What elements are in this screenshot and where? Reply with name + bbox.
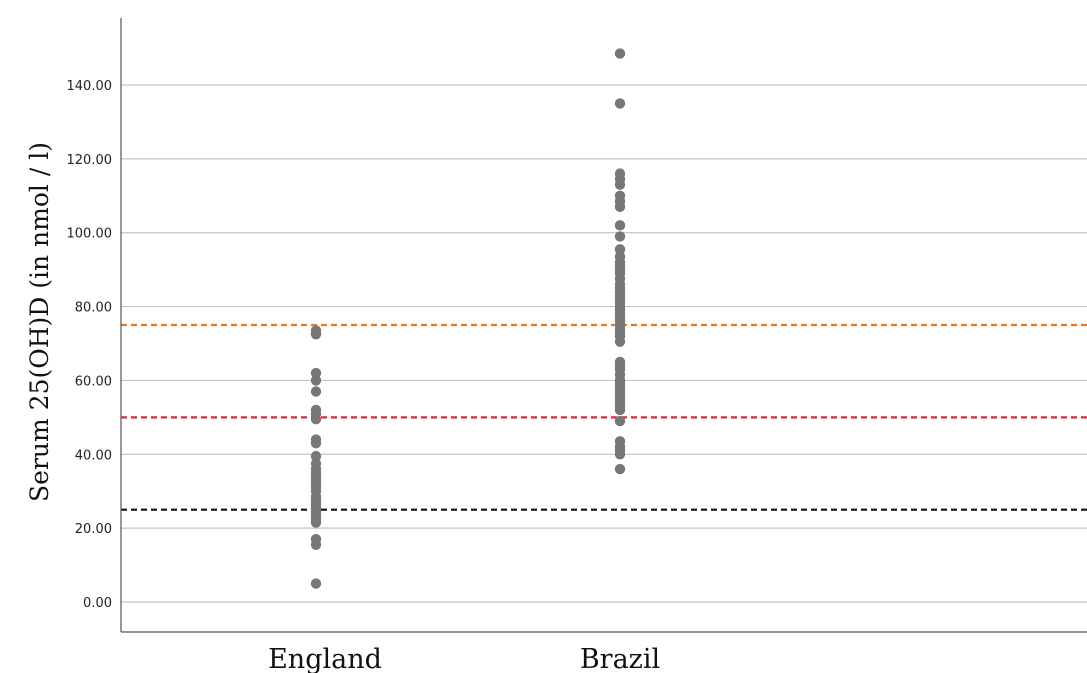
x-category-label: England: [268, 644, 382, 673]
data-point: [614, 436, 626, 447]
data-point: [310, 375, 322, 386]
data-point: [310, 450, 322, 462]
data-point: [614, 251, 626, 262]
data-point: [614, 356, 626, 368]
data-points: [310, 48, 626, 589]
x-category-label: Brazil: [580, 644, 660, 673]
data-point: [310, 534, 322, 545]
data-point: [310, 434, 322, 445]
y-tick-label: 40.00: [75, 448, 112, 463]
y-tick-label: 100.00: [67, 227, 113, 242]
data-point: [310, 325, 322, 336]
y-tick-label: 0.00: [83, 596, 112, 611]
data-point: [614, 98, 626, 109]
y-tick-label: 140.00: [67, 79, 113, 94]
y-tick-label: 20.00: [75, 522, 112, 537]
data-point: [614, 220, 626, 231]
data-point: [614, 168, 626, 179]
data-point: [310, 578, 322, 589]
data-point: [614, 48, 626, 59]
y-tick-label: 120.00: [67, 153, 113, 168]
data-point: [614, 244, 626, 255]
axes: [120, 18, 1087, 633]
data-point: [614, 190, 626, 201]
y-tick-label: 80.00: [75, 301, 112, 316]
data-point: [310, 386, 322, 397]
y-tick-labels: 0.00 20.00 40.00 60.00 80.00 100.00 120.00 140.…: [67, 79, 113, 611]
reference-lines: [121, 323, 1087, 511]
y-tick-label: 60.00: [75, 374, 112, 389]
data-point: [310, 367, 322, 379]
data-point: [614, 463, 626, 475]
x-category-labels: England Brazil: [268, 644, 660, 673]
data-point: [310, 458, 322, 469]
data-point: [614, 415, 626, 427]
data-point: [614, 231, 626, 242]
y-axis-label: Serum 25(OH)D (in nmol / l): [25, 142, 54, 502]
gridlines: [121, 84, 1087, 603]
data-point: [310, 404, 322, 416]
